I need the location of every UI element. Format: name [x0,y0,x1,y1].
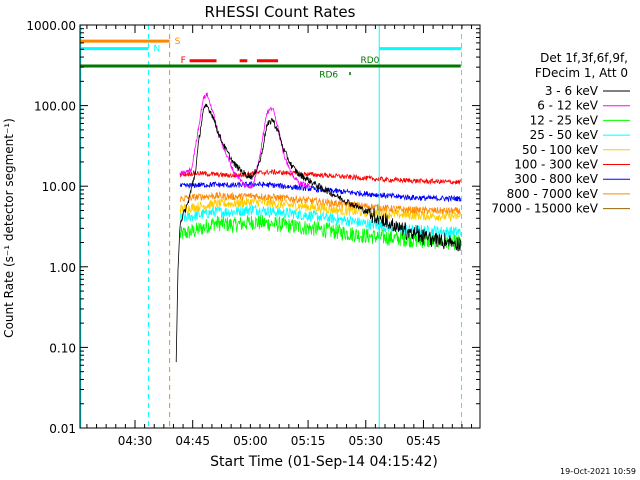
y-tick-label: 1000.00 [26,19,76,33]
legend-label: 800 - 7000 keV [507,187,599,201]
data-layer [175,92,461,363]
legend-title-line1: Det 1f,3f,6f,9f, [540,51,628,65]
legend-label: 3 - 6 keV [545,84,599,98]
axes-layer: 1000.00 100.00 10.00 1.00 0.10 0.01 04:30 04:45… [26,19,480,448]
legend-label: 6 - 12 keV [537,99,599,113]
x-tick-label: 05:45 [406,434,441,448]
x-tick-label: 05:30 [348,434,383,448]
x-tick-label: 05:15 [291,434,326,448]
y-tick-label: 10.00 [42,180,76,194]
chart-title: RHESSI Count Rates [205,3,356,21]
legend-label: 25 - 50 keV [530,128,599,142]
series-line-6-12keV [179,92,311,189]
series-line-800-7000keV [179,191,461,215]
y-tick-label: 0.01 [49,422,76,436]
series-line-3-6keV [175,103,461,363]
flag-label-F: F [181,56,186,66]
y-tick-label: 1.00 [49,261,76,275]
legend: Det 1f,3f,6f,9f, FDecim 1, Att 0 3 - 6 k… [491,51,630,216]
y-tick-label: 100.00 [34,100,76,114]
plot-frame [79,24,481,429]
legend-label: 100 - 300 keV [514,158,598,172]
series-line-12-25keV [179,214,461,251]
legend-label: 12 - 25 keV [530,113,599,127]
flag-label-RD0: RD0 [360,56,379,66]
flag-layer: S N F RD0 RD6 [80,25,463,428]
legend-label: 7000 - 15000 keV [491,202,598,216]
legend-title-line2: FDecim 1, Att 0 [535,66,628,80]
series-line-100-300keV [179,168,461,186]
flag-label-RD6: RD6 [319,71,338,81]
x-tick-label: 04:45 [175,434,210,448]
y-axis-label: Count Rate (s⁻¹ detector segment⁻¹) [2,118,16,338]
footer-timestamp: 19-Oct-2021 10:59 [560,467,636,476]
legend-label: 50 - 100 keV [522,143,599,157]
y-tick-label: 0.10 [49,341,76,355]
x-tick-label: 05:00 [233,434,268,448]
flag-label-N: N [153,45,160,55]
legend-label: 300 - 800 keV [514,172,598,186]
flag-label-S: S [175,37,181,47]
x-axis-label: Start Time (01-Sep-14 04:15:42) [210,454,438,470]
x-tick-label: 04:30 [118,434,153,448]
